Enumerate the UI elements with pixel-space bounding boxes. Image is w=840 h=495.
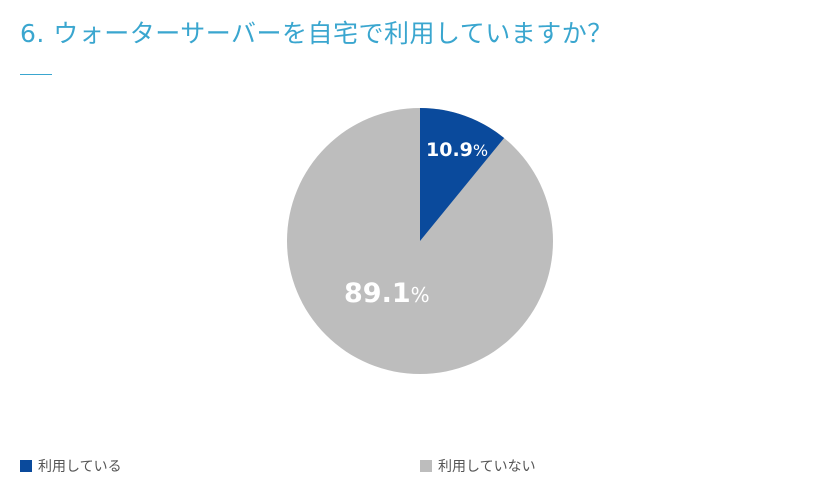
pie-label-using: 10.9%	[426, 139, 488, 161]
legend-item-not-using: 利用していない	[420, 456, 536, 476]
legend-swatch-using	[20, 460, 32, 472]
legend-item-using: 利用している	[20, 456, 122, 476]
legend-swatch-not-using	[420, 460, 432, 472]
legend-label-using: 利用している	[38, 459, 122, 475]
pie-slice-using	[420, 108, 505, 241]
legend-label-not-using: 利用していない	[438, 459, 536, 475]
title-underline	[20, 74, 52, 75]
pie-label-not-using: 89.1%	[344, 278, 430, 309]
chart-title: 6. ウォーターサーバーを自宅で利用していますか？	[20, 19, 613, 48]
